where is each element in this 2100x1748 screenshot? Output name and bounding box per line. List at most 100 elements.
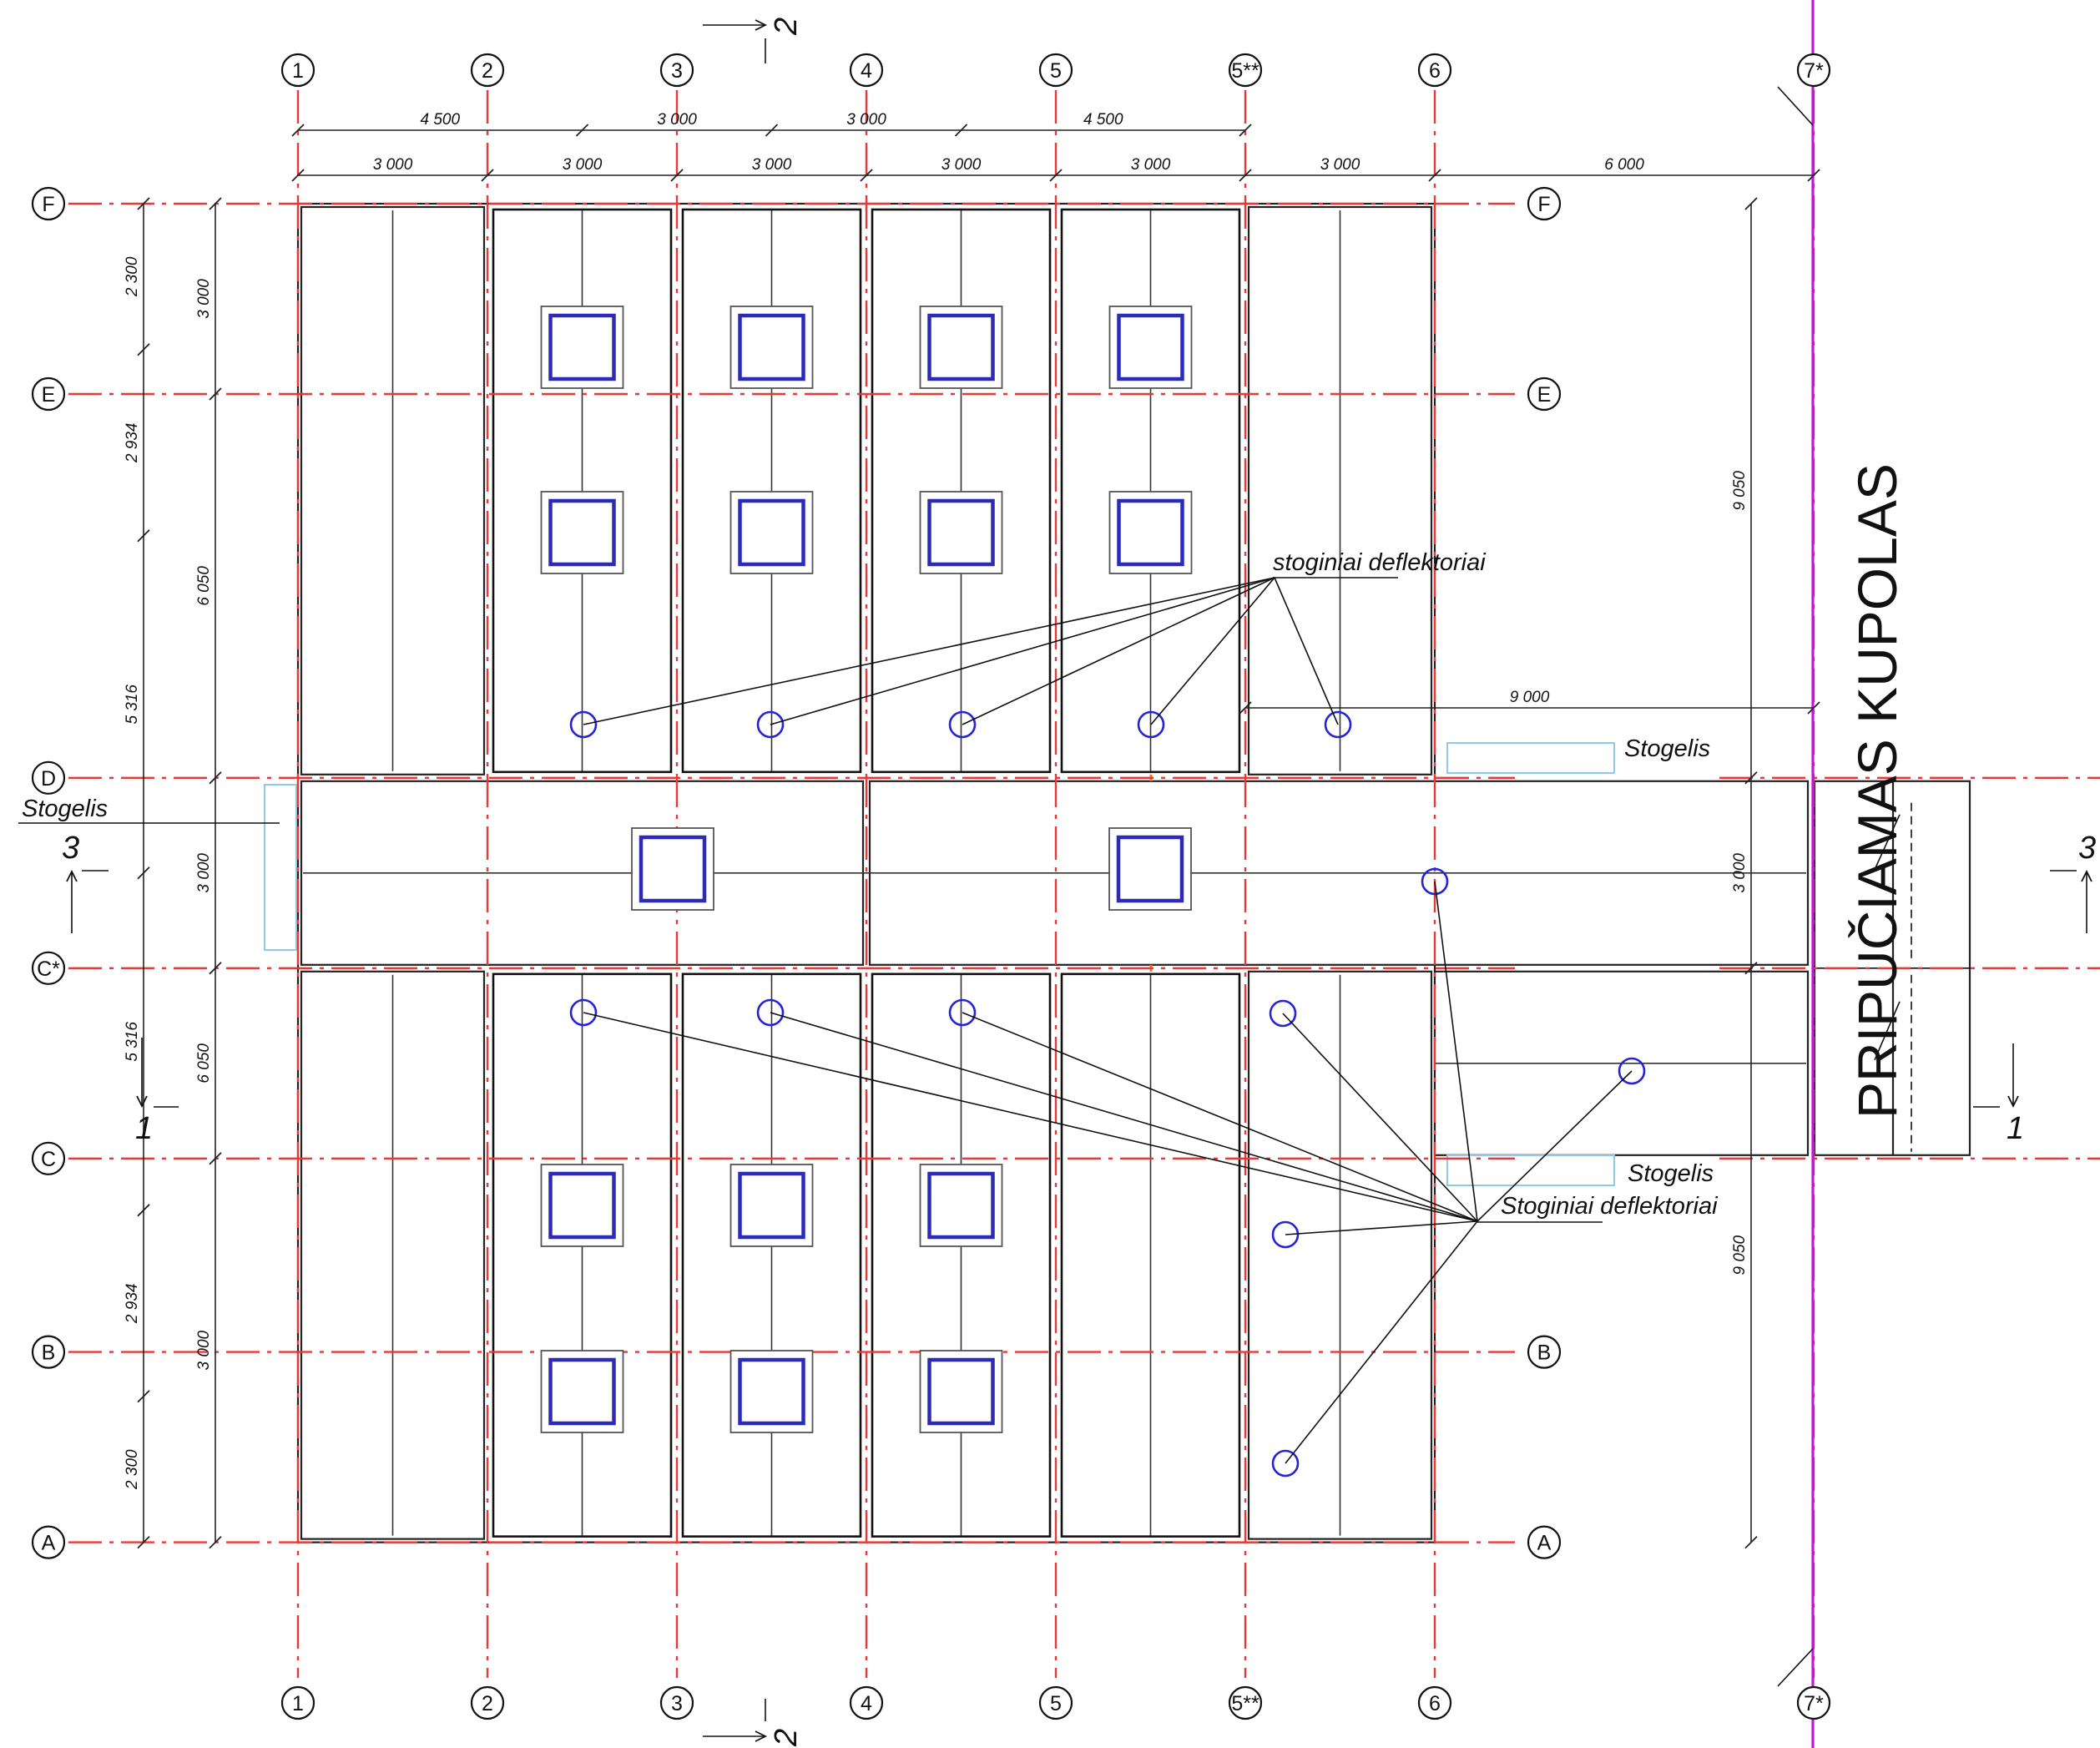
grid-bubble-left-B-label: B	[42, 1341, 56, 1365]
grid-bubble-right-B-circle	[1527, 1335, 1562, 1369]
dim-right-tick-2	[1744, 962, 1758, 975]
deflector-top-3	[948, 710, 977, 739]
grid-bubble-left-A-label: A	[42, 1532, 56, 1555]
section-2-bottom-label: 2	[769, 1729, 804, 1747]
grid-bubble-right-A-circle	[1527, 1525, 1562, 1559]
dim-left-outer-text-5: 2 934	[124, 1284, 141, 1325]
grid-bubbles: 1 1 2 2 3 3 4 4 5 5 5** 5** 6 6 7* 7* F E D C* C B A F E B A	[31, 53, 1831, 1720]
deflector-bottom-6	[1271, 1449, 1300, 1478]
dim-left-inner-tick-2	[209, 771, 222, 785]
grid-bubble-bottom-4-label: 4	[861, 1692, 872, 1715]
section-mark-1-left: 1	[135, 1038, 179, 1146]
dim-left-outer-tick-2	[137, 529, 150, 543]
top-panel-2	[492, 208, 673, 774]
grid-bubble-bottom-8-label: 7*	[1804, 1692, 1824, 1715]
deflector-top-1	[569, 710, 598, 739]
deflector-top-5	[1324, 710, 1352, 739]
section-mark-3-left: 3	[62, 831, 109, 933]
bottom-panel-3	[681, 973, 862, 1538]
leader-bottom-5	[1285, 1220, 1478, 1235]
dome-label: PRIPUČIAMAS KUPOLAS	[1846, 463, 1908, 1119]
skylight-bottom-row1-1-glass	[548, 1171, 616, 1240]
deflector-bottom-5	[1271, 1220, 1300, 1249]
grid-bubble-top-3-circle	[659, 53, 694, 88]
dim-left-outer-text-1: 2 300	[124, 256, 141, 297]
grid-bubble-left-D-label: D	[41, 767, 56, 791]
dim-left-outer-tick-1	[137, 343, 150, 356]
grid-bubble-right-A-label: A	[1537, 1532, 1552, 1555]
top-panel-3	[681, 208, 862, 774]
deflector-bottom-1	[569, 998, 598, 1027]
skylight-middle-2-glass	[1116, 835, 1184, 903]
grid-bubble-top-1-circle	[280, 53, 316, 88]
leader-top-4	[1150, 577, 1275, 725]
skylight-bottom-row2-3-glass	[927, 1357, 995, 1426]
dim-top-row2-text-1: 3 000	[373, 156, 413, 174]
grid-bubble-top-5-circle	[1038, 53, 1073, 88]
grid-bubble-top-4-label: 4	[861, 59, 872, 83]
grid-bubble-bottom-3-label: 3	[671, 1692, 683, 1715]
dim-right-tick-3	[1744, 1535, 1758, 1549]
deflector-bottom-2	[756, 998, 785, 1027]
grid-bubble-left-C-label: C	[41, 1148, 56, 1171]
leader-top-2	[770, 577, 1275, 725]
dim-top-row1-text-4: 4 500	[1083, 111, 1123, 129]
grid-bubble-bottom-1-circle	[280, 1685, 316, 1720]
section-mark-3-right: 3	[2050, 831, 2096, 933]
dim-top-row1-tick-4	[1239, 124, 1252, 137]
dim-left-outer-tick-0	[137, 197, 150, 210]
grid-bubble-right-E-label: E	[1537, 383, 1552, 407]
grid-bubble-top-7-circle	[1417, 53, 1452, 88]
grid-bubble-right-B-label: B	[1537, 1341, 1552, 1365]
canopy-left-outline	[264, 784, 297, 951]
grid-bubble-top-7-label: 6	[1429, 59, 1441, 83]
deflector-bottom-3	[948, 998, 977, 1027]
leader-bottom-7	[1434, 881, 1478, 1222]
dim-top-row1-text-1: 4 500	[420, 111, 460, 129]
grid-bubble-left-F-label: F	[42, 193, 54, 216]
dimension-lines: 4 500 3 000 3 000 4 500 3 000 3 000 3 000 3 000…	[124, 111, 1820, 1549]
top-panel-4	[871, 208, 1052, 774]
grid-bubble-top-2-circle	[470, 53, 505, 88]
skylight-bottom-row2-1-glass	[548, 1357, 616, 1426]
dim-left-inner-tick-3	[209, 962, 222, 975]
canopy-top-outline	[1446, 742, 1615, 774]
dim-top-row2-text-3: 3 000	[752, 156, 792, 174]
grid-bubble-bottom-2-circle	[470, 1685, 505, 1720]
grid-bubble-top-6-circle	[1228, 53, 1263, 88]
leader-top-3	[962, 577, 1275, 725]
leader-bottom-3	[962, 1012, 1478, 1222]
grid-bubble-left-C*-circle	[31, 951, 66, 985]
skylight-bottom-row1-3-glass	[927, 1171, 995, 1240]
dim-left-inner-text-3: 3 000	[195, 853, 213, 893]
section-1-left-label: 1	[135, 1111, 153, 1146]
grid-bubble-left-E-circle	[31, 376, 66, 412]
skylight-top-row1-4-glass	[1117, 313, 1184, 381]
skylight-top-row1-2-glass	[738, 313, 805, 381]
dim-left-outer-tick-6	[137, 1535, 150, 1549]
dim-left-outer-text-6: 2 300	[124, 1449, 141, 1490]
canopy-label-bottom-right: Stogelis	[1628, 1160, 1714, 1187]
dim-top-row2-text-7: 6 000	[1604, 156, 1644, 174]
dim-left-inner-tick-0	[209, 197, 222, 210]
skylight-top-row2-1-glass	[548, 498, 616, 567]
grid-bubble-bottom-8-circle	[1796, 1685, 1831, 1720]
skylight-bottom-row1-2-glass	[738, 1171, 805, 1240]
grid-bubble-left-F-circle	[31, 186, 66, 221]
dim-left-inner-tick-1	[209, 387, 222, 401]
dim-top-row1-text-2: 3 000	[657, 111, 697, 129]
grid-bubble-left-A-circle	[31, 1525, 66, 1559]
grid-bubble-bottom-3-circle	[659, 1685, 694, 1720]
dim-left-outer-text-3: 5 316	[124, 685, 141, 725]
grid-bubble-top-8-circle	[1796, 53, 1831, 88]
section-mark-2-top: 2	[703, 18, 804, 63]
bottom-panel-2	[492, 973, 673, 1538]
grid-bubble-top-8-label: 7*	[1804, 59, 1824, 83]
dim-top-row2-tick-5	[1239, 169, 1252, 182]
grid-bubble-left-E-label: E	[42, 383, 56, 407]
dim-left-inner-tick-4	[209, 1152, 222, 1165]
dim-right-tick-0	[1744, 197, 1758, 210]
leader-top-1	[583, 577, 1275, 725]
dim-top-row2-text-5: 3 000	[1131, 156, 1171, 174]
grid-bubble-left-C-circle	[31, 1141, 66, 1175]
